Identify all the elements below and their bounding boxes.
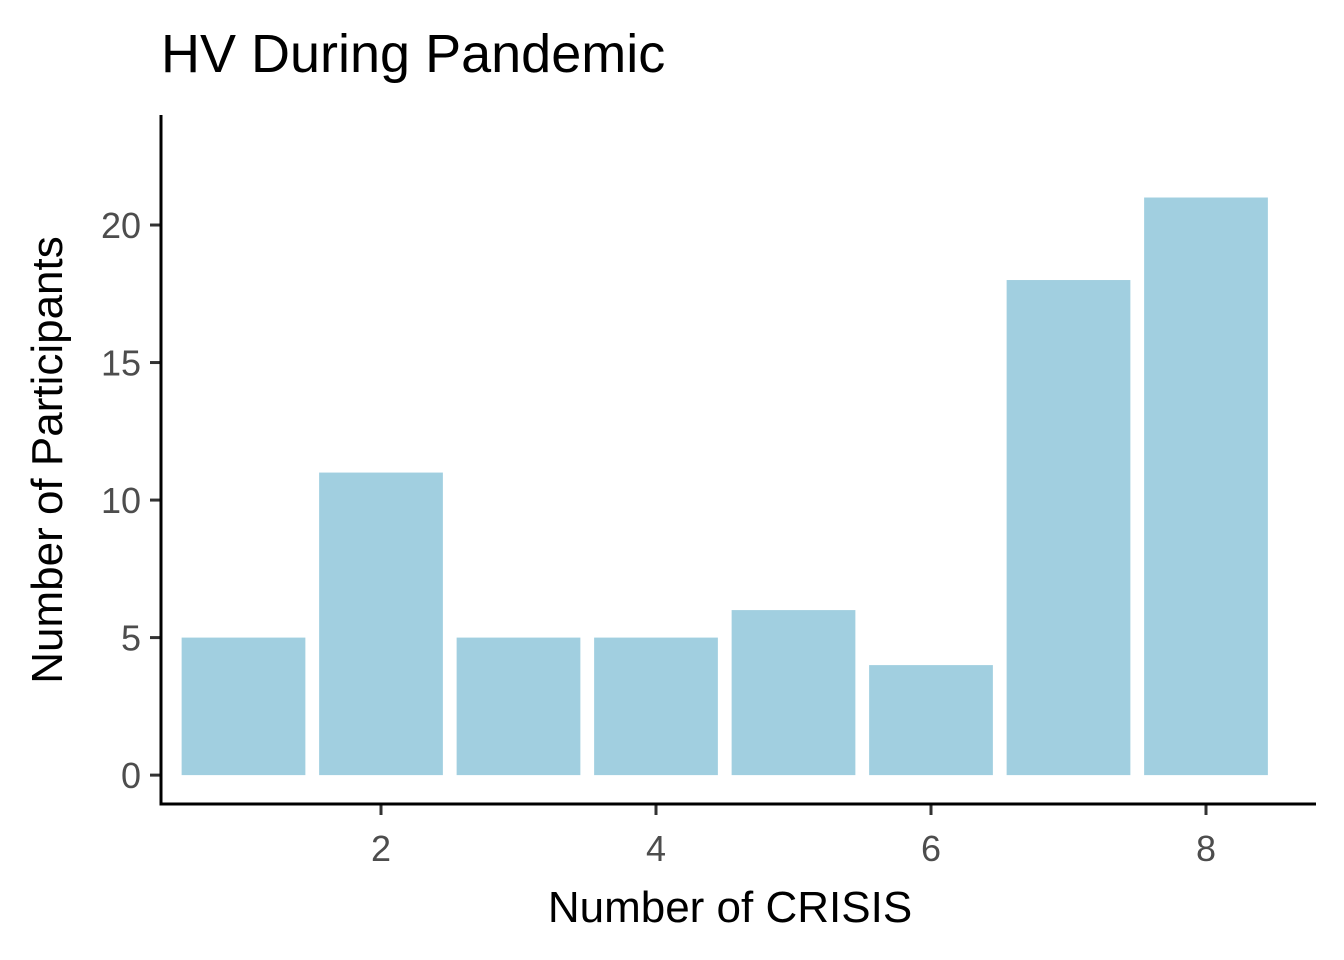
x-tick-label: 2 [371,828,391,869]
y-tick-label: 10 [101,480,141,521]
chart-title: HV During Pandemic [161,24,665,84]
bar-7 [1006,280,1131,776]
y-axis-title: Number of Participants [23,236,72,684]
x-tick-label: 4 [646,828,666,869]
bar-1 [181,637,306,776]
bar-4 [594,637,718,776]
y-axis-ticks: 0 5 10 15 20 [101,205,161,796]
y-tick-label: 0 [121,755,141,796]
x-axis-ticks: 2 4 6 8 [371,804,1216,869]
bars-group [181,197,1268,776]
x-tick-label: 6 [921,828,941,869]
bar-6 [869,665,993,776]
y-tick-label: 20 [101,205,141,246]
bar-8 [1144,197,1268,776]
y-tick-label: 5 [121,618,141,659]
y-tick-label: 15 [101,343,141,384]
bar-5 [731,610,856,776]
x-tick-label: 8 [1196,828,1216,869]
bar-2 [319,472,443,776]
bar-3 [456,637,581,776]
x-axis-title: Number of CRISIS [548,883,912,932]
